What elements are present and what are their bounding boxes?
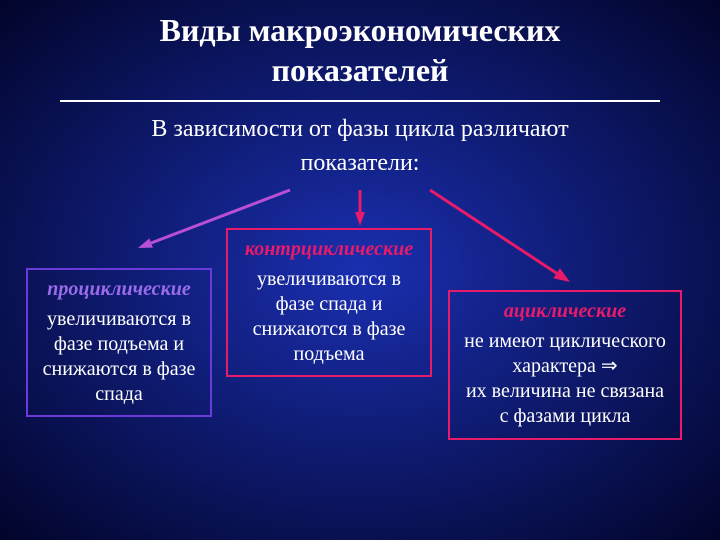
box-procyclical-heading: проциклические — [36, 278, 202, 301]
box-acyclical: ациклические не имеют циклического харак… — [448, 290, 682, 440]
box-countercyclical-body: увеличиваются в фазе спада и снижаются в… — [236, 267, 422, 367]
box-acyclical-body-l1: не имеют циклического — [464, 330, 666, 352]
box-acyclical-body: не имеют циклического характера ⇒ их вел… — [458, 329, 672, 429]
box-acyclical-heading: ациклические — [458, 300, 672, 323]
box-countercyclical: контрциклические увеличиваются в фазе сп… — [226, 228, 432, 377]
slide: Виды макроэкономических показателей В за… — [0, 0, 720, 540]
box-procyclical-body: увеличиваются в фазе подъема и снижаются… — [36, 307, 202, 407]
box-acyclical-body-l4: с фазами цикла — [500, 405, 631, 427]
box-procyclical: проциклические увеличиваются в фазе подъ… — [26, 268, 212, 417]
box-countercyclical-heading: контрциклические — [236, 238, 422, 261]
box-acyclical-body-l2: характера ⇒ — [512, 355, 617, 377]
box-acyclical-body-l3: их величина не связана — [466, 380, 664, 402]
